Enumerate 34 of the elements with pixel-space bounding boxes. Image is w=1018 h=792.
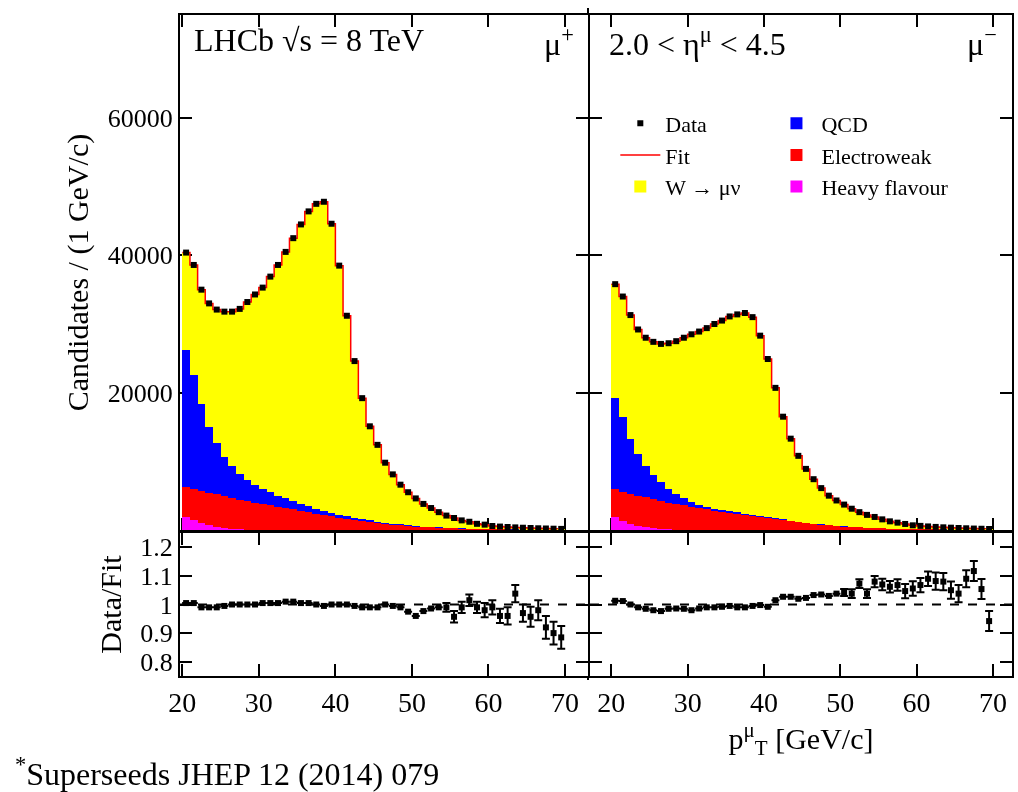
y-axis-title: Data/Fit bbox=[93, 554, 127, 654]
x-tick-label: 30 bbox=[673, 686, 702, 718]
y-tick-label: 40000 bbox=[107, 241, 173, 271]
x-tick-label: 30 bbox=[244, 686, 273, 718]
legend-label: W → μν bbox=[665, 175, 741, 201]
y-tick-label: 0.9 bbox=[140, 619, 173, 649]
x-tick-label: 70 bbox=[551, 686, 580, 718]
y-tick-label: 1.1 bbox=[140, 562, 173, 591]
legend-label: QCD bbox=[821, 111, 868, 137]
x-tick-label: 50 bbox=[397, 686, 426, 718]
x-axis-title: p$^{μ}$$_{T}$ [GeV/c] bbox=[728, 717, 874, 761]
legend-label: Heavy flavour bbox=[821, 175, 949, 201]
annotation: LHCb √s = 8 TeV bbox=[194, 22, 425, 58]
y-tick-label: 60000 bbox=[107, 104, 173, 134]
x-tick-label: 40 bbox=[749, 686, 778, 718]
x-tick-label: 50 bbox=[826, 686, 855, 718]
x-tick-label: 60 bbox=[902, 686, 931, 718]
y-tick-label: 20000 bbox=[107, 378, 173, 408]
y-axis-title: Candidates / (1 GeV/c) bbox=[61, 133, 96, 412]
x-tick-label: 40 bbox=[321, 686, 350, 718]
x-tick-label: 20 bbox=[168, 686, 197, 718]
annotation: μ$^{−}$ bbox=[967, 22, 997, 63]
y-tick-label: 0.8 bbox=[140, 647, 173, 677]
y-tick-label: 1 bbox=[159, 590, 173, 620]
legend-label: Data bbox=[665, 111, 708, 137]
legend-label: Fit bbox=[665, 143, 690, 169]
annotation: μ$^{+}$ bbox=[544, 22, 574, 63]
x-tick-label: 20 bbox=[597, 686, 626, 718]
x-tick-label: 70 bbox=[978, 686, 1007, 718]
annotation: 2.0 < η$^{μ}$ < 4.5 bbox=[609, 22, 786, 63]
x-tick-label: 60 bbox=[474, 686, 503, 718]
y-tick-label: 1.2 bbox=[140, 533, 173, 563]
text: $^{*}$Superseeds JHEP 12 (2014) 079 bbox=[15, 752, 440, 792]
legend-label: Electroweak bbox=[821, 143, 932, 169]
